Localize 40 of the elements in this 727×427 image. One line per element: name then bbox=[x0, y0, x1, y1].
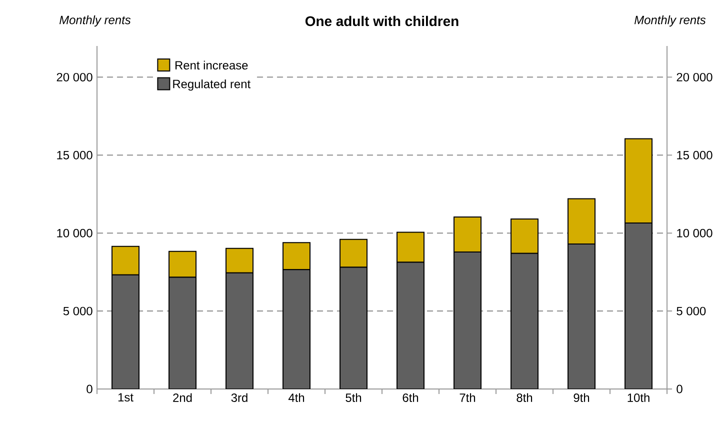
y-tick-label: 0 bbox=[86, 384, 92, 394]
bar bbox=[510, 252, 539, 389]
x-tick-label: 2nd bbox=[173, 393, 192, 402]
bar bbox=[340, 266, 368, 389]
bar bbox=[112, 274, 140, 389]
y2-axis-title: Monthly rents bbox=[634, 15, 706, 27]
bar bbox=[168, 250, 197, 278]
x-tick-label: 3rd bbox=[231, 393, 248, 402]
x-tick-label: 4th bbox=[288, 393, 304, 402]
legend-label: Rent increase bbox=[176, 60, 248, 70]
y2-tick-label: 10 000 bbox=[677, 228, 712, 238]
bar bbox=[568, 244, 596, 389]
chart-title: One adult with children bbox=[305, 16, 458, 26]
bar bbox=[282, 269, 311, 389]
x-tick-label: 9th bbox=[574, 393, 590, 402]
bar bbox=[226, 272, 254, 389]
x-tick-label: 8th bbox=[516, 393, 532, 402]
bar bbox=[396, 262, 425, 389]
x-tick-label: 1st bbox=[118, 393, 134, 402]
bar bbox=[396, 232, 425, 263]
x-tick-label: 5th bbox=[346, 393, 362, 402]
y-axis-title: Monthly rents bbox=[60, 15, 131, 27]
bar bbox=[454, 251, 482, 389]
bar bbox=[226, 248, 254, 274]
y-tick-label: 10 000 bbox=[57, 228, 92, 238]
y-tick-label: 5 000 bbox=[63, 306, 92, 316]
y2-tick-label: 5 000 bbox=[676, 306, 706, 316]
legend-label: Regulated rent bbox=[173, 79, 250, 91]
y-tick-label: 15 000 bbox=[57, 150, 92, 160]
x-tick-label: 6th bbox=[402, 393, 418, 402]
y-tick-label: 20 000 bbox=[56, 72, 92, 82]
x-tick-label: 10th bbox=[628, 393, 650, 402]
y2-tick-label: 20 000 bbox=[676, 72, 712, 82]
x-tick-label: 7th bbox=[460, 393, 476, 402]
bar bbox=[168, 276, 197, 389]
bar bbox=[282, 242, 311, 270]
y2-tick-label: 15 000 bbox=[677, 150, 712, 160]
bar bbox=[624, 222, 653, 389]
bar bbox=[340, 238, 368, 268]
y2-tick-label: 0 bbox=[676, 384, 682, 394]
